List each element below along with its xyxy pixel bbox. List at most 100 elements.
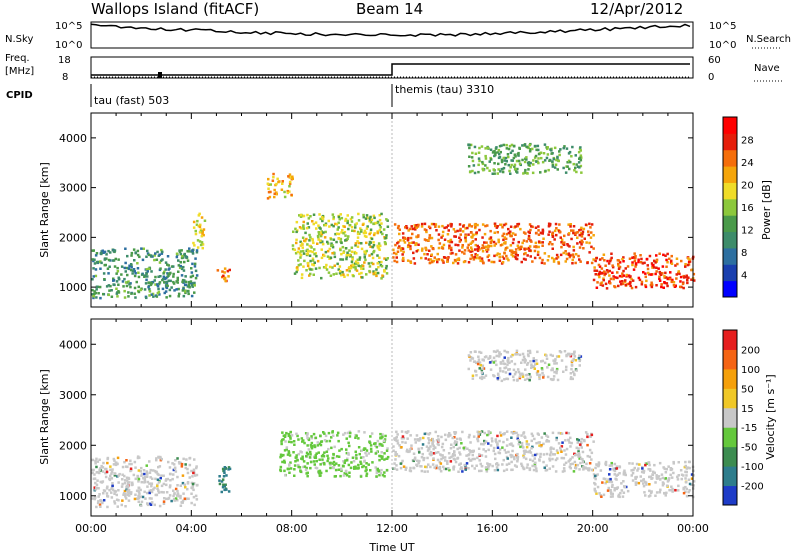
range-cell	[359, 265, 362, 268]
range-cell	[605, 269, 609, 272]
range-cell	[148, 294, 151, 297]
range-cell	[555, 233, 558, 237]
range-cell	[137, 480, 140, 483]
range-cell	[364, 252, 367, 255]
range-cell	[365, 249, 368, 253]
range-cell	[351, 256, 354, 259]
range-cell	[94, 268, 98, 271]
range-cell	[480, 257, 484, 260]
range-cell	[413, 456, 417, 459]
range-cell	[343, 225, 346, 228]
range-cell	[468, 433, 471, 437]
range-cell	[610, 492, 613, 495]
range-cell	[639, 254, 642, 257]
range-cell	[354, 226, 357, 229]
range-cell	[281, 431, 284, 434]
range-cell	[180, 462, 184, 466]
range-cell	[467, 165, 471, 168]
range-cell	[479, 351, 483, 354]
range-cell	[136, 249, 140, 253]
range-cell	[356, 261, 360, 265]
range-cell	[507, 258, 510, 262]
range-cell	[339, 213, 342, 216]
range-cell	[477, 355, 480, 358]
range-cell	[518, 162, 522, 165]
range-cell	[469, 246, 473, 249]
range-cell	[484, 164, 487, 167]
range-cell	[345, 448, 348, 451]
range-cell	[492, 374, 495, 377]
range-cell	[503, 366, 506, 370]
range-cell	[105, 253, 108, 256]
range-cell	[453, 258, 457, 262]
range-cell	[313, 463, 316, 466]
range-cell	[136, 497, 139, 500]
range-cell	[201, 246, 204, 250]
range-cell	[535, 371, 539, 375]
velocity-scatter	[91, 349, 696, 509]
range-cell	[666, 480, 670, 483]
range-cell	[320, 440, 324, 443]
range-cell	[126, 489, 129, 492]
range-cell	[502, 156, 505, 160]
range-cell	[545, 354, 548, 357]
range-cell	[556, 157, 559, 160]
range-cell	[528, 467, 532, 470]
range-cell	[504, 366, 508, 369]
range-cell	[420, 249, 424, 252]
range-cell	[494, 439, 497, 442]
range-cell	[423, 432, 427, 436]
range-cell	[132, 248, 136, 251]
range-cell	[565, 257, 569, 261]
range-cell	[469, 257, 472, 261]
range-cell	[517, 439, 520, 442]
range-cell	[463, 463, 466, 467]
range-cell	[224, 467, 227, 470]
range-cell	[355, 269, 359, 272]
range-cell	[497, 451, 500, 454]
range-cell	[154, 493, 157, 497]
range-cell	[345, 269, 349, 272]
range-cell	[434, 466, 438, 470]
range-cell	[552, 447, 555, 450]
range-cell	[364, 231, 368, 234]
range-cell	[671, 487, 674, 491]
range-cell	[538, 459, 541, 462]
range-cell	[362, 464, 365, 468]
range-cell	[174, 459, 177, 462]
range-cell	[97, 495, 100, 498]
range-cell	[177, 292, 181, 296]
range-cell	[641, 467, 644, 470]
range-cell	[679, 469, 683, 472]
range-cell	[612, 275, 615, 278]
freq-unit: [MHz]	[5, 66, 34, 77]
range-cell	[355, 434, 358, 437]
range-cell	[190, 284, 194, 287]
range-cell	[614, 467, 617, 470]
velocity-xaxis: 00:00 04:00 08:00 12:00 16:00 20:00 00:00	[75, 319, 709, 535]
range-cell	[587, 230, 590, 233]
range-cell	[567, 223, 570, 226]
range-cell	[567, 460, 570, 463]
colorbar-tick-label: 100	[741, 365, 760, 376]
range-cell	[309, 259, 312, 263]
range-cell	[605, 480, 609, 483]
range-cell	[573, 372, 576, 376]
range-cell	[467, 436, 471, 439]
range-cell	[571, 258, 574, 262]
range-cell	[518, 441, 521, 444]
range-cell	[159, 455, 162, 459]
range-cell	[535, 362, 539, 365]
range-cell	[117, 481, 120, 484]
range-cell	[487, 432, 491, 436]
range-cell	[505, 232, 509, 236]
range-cell	[273, 188, 276, 192]
range-cell	[286, 191, 290, 195]
range-cell	[425, 432, 428, 435]
range-cell	[447, 435, 450, 438]
range-cell	[110, 496, 114, 499]
range-cell	[185, 256, 188, 259]
range-cell	[616, 271, 619, 274]
range-cell	[99, 467, 102, 470]
range-cell	[587, 233, 590, 237]
